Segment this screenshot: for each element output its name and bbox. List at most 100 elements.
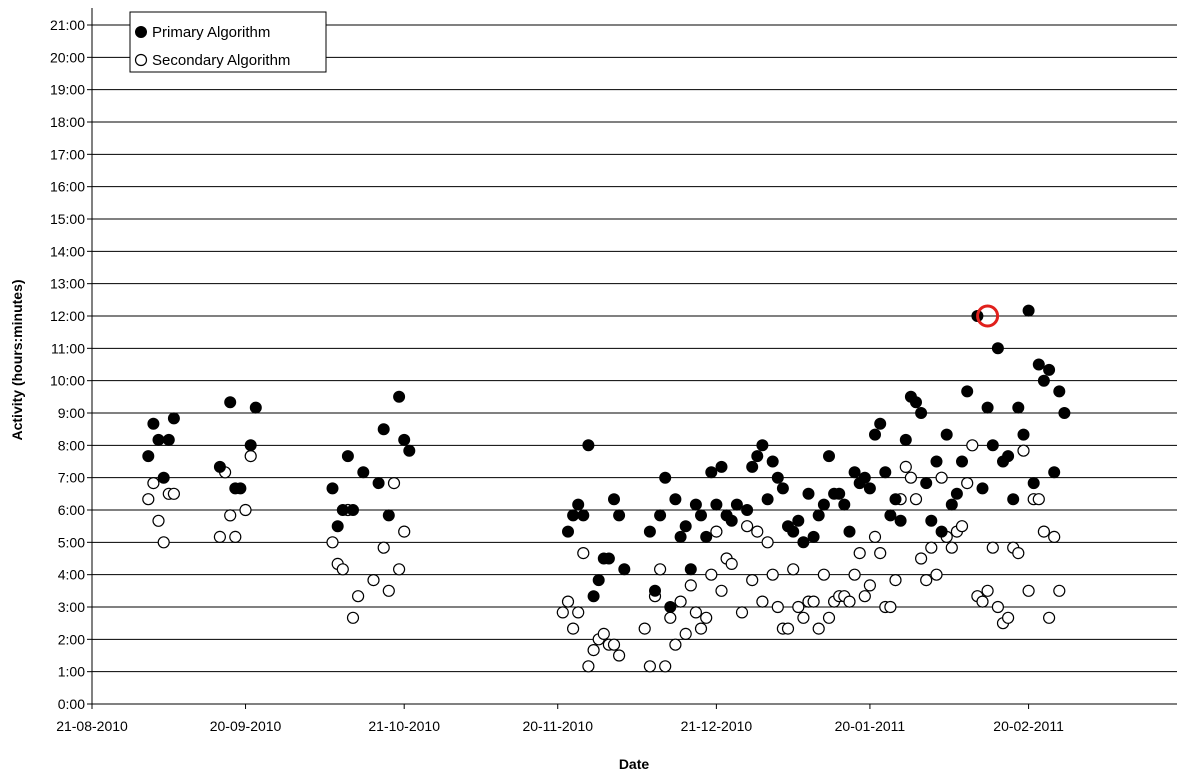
y-tick-label: 21:00 bbox=[50, 17, 85, 33]
secondary-point bbox=[167, 487, 180, 500]
primary-point bbox=[741, 504, 754, 516]
secondary-point bbox=[904, 471, 918, 484]
secondary-point bbox=[556, 606, 569, 619]
secondary-point bbox=[1048, 530, 1061, 544]
primary-point bbox=[382, 509, 395, 522]
secondary-point bbox=[367, 573, 380, 587]
secondary-point bbox=[213, 530, 226, 544]
primary-point bbox=[797, 536, 810, 549]
primary-point bbox=[1027, 477, 1040, 490]
primary-point bbox=[577, 509, 590, 522]
primary-point bbox=[695, 509, 707, 522]
secondary-point bbox=[689, 606, 703, 619]
y-tick-label: 10:00 bbox=[50, 373, 85, 389]
highlight-ring bbox=[976, 304, 1000, 328]
secondary-point bbox=[684, 579, 697, 592]
secondary-point bbox=[239, 503, 252, 517]
primary-point bbox=[710, 498, 723, 511]
primary-point bbox=[244, 439, 257, 452]
secondary-point bbox=[229, 530, 242, 544]
y-tick-label: 3:00 bbox=[58, 599, 85, 615]
primary-point bbox=[398, 433, 411, 446]
secondary-point bbox=[710, 525, 723, 538]
secondary-point bbox=[935, 471, 948, 484]
secondary-point bbox=[679, 627, 692, 641]
primary-point bbox=[833, 487, 846, 500]
primary-point bbox=[776, 482, 789, 495]
x-tick-label: 21-12-2010 bbox=[681, 718, 753, 734]
primary-point bbox=[884, 509, 897, 522]
y-tick-label: 11:00 bbox=[51, 340, 85, 356]
primary-point bbox=[1007, 493, 1020, 506]
primary-point bbox=[331, 520, 344, 533]
primary-point bbox=[157, 471, 170, 484]
legend-label-secondary: Secondary Algorithm bbox=[152, 52, 290, 69]
y-tick-label: 15:00 bbox=[50, 211, 85, 227]
primary-point bbox=[894, 514, 907, 527]
primary-point bbox=[654, 509, 667, 522]
primary-point bbox=[792, 514, 805, 527]
primary-point bbox=[746, 460, 759, 473]
primary-point bbox=[838, 498, 851, 511]
primary-point bbox=[981, 401, 994, 414]
primary-point bbox=[725, 514, 738, 527]
secondary-point bbox=[853, 546, 866, 560]
secondary-point bbox=[664, 611, 677, 624]
legend-marker-primary bbox=[135, 26, 147, 38]
secondary-point bbox=[991, 600, 1005, 614]
series-primary-algorithm bbox=[142, 304, 1071, 613]
secondary-point bbox=[1001, 611, 1015, 624]
primary-point bbox=[950, 487, 963, 500]
y-axis-title: Activity (hours:minutes) bbox=[9, 279, 25, 440]
primary-point bbox=[802, 487, 815, 500]
primary-point bbox=[674, 530, 687, 543]
primary-point bbox=[326, 482, 339, 495]
secondary-point bbox=[244, 450, 257, 463]
secondary-point bbox=[1053, 584, 1066, 597]
secondary-point bbox=[761, 536, 774, 549]
secondary-point bbox=[986, 541, 999, 554]
secondary-point bbox=[751, 525, 764, 538]
primary-point bbox=[766, 455, 779, 468]
secondary-point bbox=[792, 600, 805, 614]
y-tick-label: 20:00 bbox=[50, 49, 85, 65]
secondary-point bbox=[766, 568, 779, 581]
primary-point bbox=[643, 525, 656, 538]
primary-point bbox=[920, 477, 933, 490]
y-tick-label: 13:00 bbox=[50, 276, 85, 292]
primary-point bbox=[689, 498, 702, 511]
primary-point bbox=[567, 509, 580, 522]
x-tick-label: 21-10-2010 bbox=[368, 718, 440, 734]
primary-point bbox=[1017, 428, 1030, 441]
secondary-point bbox=[817, 568, 831, 581]
secondary-point bbox=[694, 622, 708, 635]
secondary-point bbox=[781, 622, 795, 635]
secondary-point bbox=[587, 643, 600, 657]
secondary-point bbox=[787, 563, 800, 576]
secondary-point bbox=[868, 530, 882, 544]
x-tick-label: 20-01-2011 bbox=[835, 718, 906, 734]
primary-point bbox=[393, 390, 406, 403]
secondary-point bbox=[1037, 525, 1051, 538]
y-tick-label: 7:00 bbox=[58, 470, 85, 486]
primary-point bbox=[377, 423, 390, 436]
secondary-point bbox=[812, 622, 825, 635]
y-tick-label: 9:00 bbox=[58, 405, 85, 421]
primary-point bbox=[602, 552, 615, 565]
secondary-point bbox=[955, 520, 969, 533]
secondary-point bbox=[981, 584, 994, 597]
primary-point bbox=[142, 450, 155, 463]
secondary-point bbox=[382, 584, 395, 597]
y-tick-label: 18:00 bbox=[50, 114, 85, 130]
primary-point bbox=[869, 428, 881, 441]
y-tick-label: 12:00 bbox=[50, 308, 85, 324]
primary-point bbox=[664, 601, 677, 613]
legend-marker-secondary bbox=[134, 53, 148, 67]
primary-point bbox=[715, 460, 728, 473]
secondary-point bbox=[674, 595, 687, 608]
x-tick-label: 20-02-2011 bbox=[993, 718, 1064, 734]
secondary-point bbox=[659, 660, 672, 673]
primary-point bbox=[843, 525, 856, 538]
primary-point bbox=[807, 530, 820, 543]
primary-point bbox=[1012, 401, 1025, 414]
